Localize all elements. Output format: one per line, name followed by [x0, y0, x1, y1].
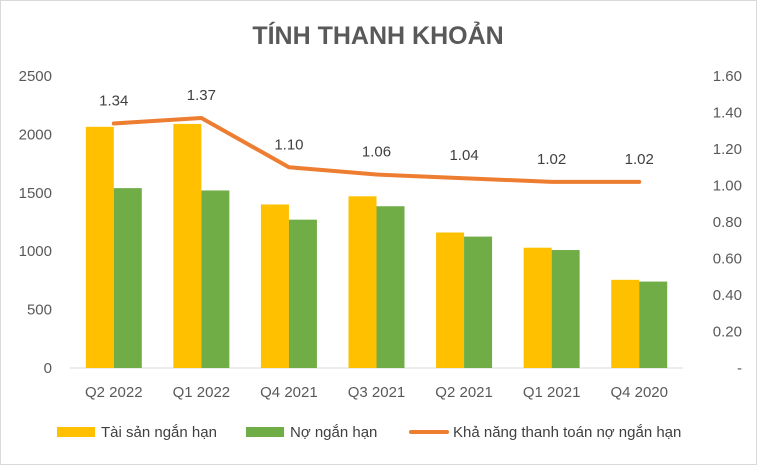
right-tick-label: 0.40: [713, 287, 742, 304]
x-tick-label: Q2 2021: [435, 384, 493, 401]
bar-tai-san-ngan-han: [173, 123, 202, 368]
right-tick-label: 0.60: [713, 251, 742, 268]
legend: Tài sản ngắn hạn Nợ ngắn hạn Khả năng than…: [57, 424, 681, 441]
x-tick-label: Q2 2022: [85, 384, 143, 401]
left-axis: 0 500 1000 1500 2000 2500: [19, 68, 52, 377]
chart-title: TÍNH THANH KHOẢN: [252, 20, 503, 50]
right-tick-label: 0.20: [713, 324, 742, 341]
x-axis: Q2 2022 Q1 2022 Q4 2021 Q3 2021 Q2 2021 Q1 20…: [85, 384, 668, 401]
ratio-data-label: 1.02: [537, 151, 566, 168]
ratio-data-label: 1.37: [187, 87, 216, 104]
bar-tai-san-ngan-han: [611, 279, 640, 368]
ratio-data-label: 1.10: [274, 136, 303, 153]
legend-swatch: [246, 427, 284, 437]
ratio-data-label: 1.04: [449, 147, 478, 164]
ratio-data-label: 1.02: [625, 151, 654, 168]
ratio-line-path: [111, 115, 642, 184]
x-tick-label: Q4 2021: [260, 384, 318, 401]
legend-swatch: [57, 427, 95, 437]
right-tick-label: 1.00: [713, 178, 742, 195]
ratio-data-label: 1.34: [99, 92, 128, 109]
ratio-line: 1.34 1.37 1.10 1.06 1.04 1.02 1.02: [99, 87, 654, 184]
right-tick-label: 0.80: [713, 214, 742, 231]
left-tick-label: 500: [27, 302, 52, 319]
left-tick-label: 1000: [19, 243, 52, 260]
ratio-data-label: 1.06: [362, 144, 391, 161]
legend-label: Tài sản ngắn hạn: [101, 424, 217, 441]
x-tick-label: Q1 2021: [523, 384, 581, 401]
right-tick-label: 1.60: [713, 68, 742, 85]
legend-label: Khả năng thanh toán nợ ngắn hạn: [453, 424, 681, 441]
right-axis: - 0.20 0.40 0.60 0.80 1.00 1.20 1.40 1.60: [713, 68, 742, 377]
bars: [85, 123, 668, 368]
bar-tai-san-ngan-han: [523, 247, 552, 368]
bar-no-ngan-han: [639, 281, 668, 368]
legend-label: Nợ ngắn hạn: [290, 424, 377, 441]
bar-no-ngan-han: [201, 190, 230, 368]
bar-tai-san-ngan-han: [348, 196, 377, 368]
bar-tai-san-ngan-han: [85, 126, 114, 368]
left-tick-label: 2500: [19, 68, 52, 85]
x-tick-label: Q1 2022: [173, 384, 231, 401]
left-tick-label: 2000: [19, 126, 52, 143]
right-tick-label: -: [737, 360, 742, 377]
x-tick-label: Q4 2020: [610, 384, 668, 401]
right-tick-label: 1.20: [713, 141, 742, 158]
x-tick-label: Q3 2021: [348, 384, 406, 401]
bar-tai-san-ngan-han: [260, 204, 289, 368]
bar-tai-san-ngan-han: [436, 232, 465, 368]
bar-no-ngan-han: [551, 250, 580, 368]
bar-no-ngan-han: [376, 206, 405, 368]
left-tick-label: 0: [44, 360, 52, 377]
right-tick-label: 1.40: [713, 105, 742, 122]
bar-no-ngan-han: [288, 219, 317, 368]
bar-no-ngan-han: [113, 188, 142, 368]
bar-no-ngan-han: [464, 236, 493, 368]
left-tick-label: 1500: [19, 185, 52, 202]
